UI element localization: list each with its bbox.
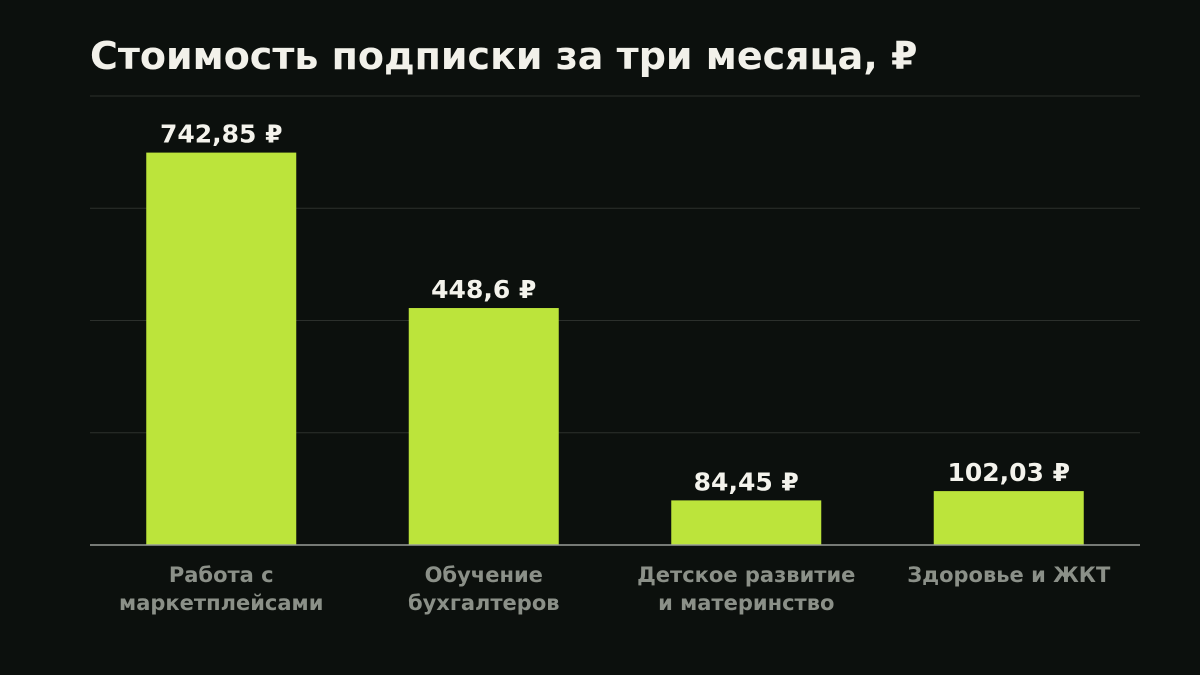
bar [408, 308, 559, 545]
bar-value-label: 448,6 ₽ [431, 275, 536, 304]
chart-title: Стоимость подписки за три месяца, ₽ [90, 34, 918, 78]
category-label: Детское развитие [637, 563, 855, 587]
bar-value-label: 102,03 ₽ [947, 458, 1070, 487]
value-labels: 742,85 ₽ 448,6 ₽ 84,45 ₽ 102,03 ₽ [160, 120, 1070, 497]
bar-value-label: 742,85 ₽ [160, 120, 283, 149]
category-label: Обучение [425, 563, 543, 587]
bar-value-label: 84,45 ₽ [694, 467, 799, 496]
bars [146, 152, 1084, 546]
category-label: маркетплейсами [119, 591, 323, 615]
bar [933, 491, 1084, 545]
bar [146, 152, 297, 546]
category-labels: Работа с маркетплейсами Обучение бухгалтеро… [119, 563, 1111, 615]
category-label: Работа с [169, 563, 274, 587]
bar [671, 500, 822, 545]
category-label: Здоровье и ЖКТ [907, 563, 1111, 587]
category-label: и материнство [658, 591, 834, 615]
category-label: бухгалтеров [408, 591, 560, 615]
